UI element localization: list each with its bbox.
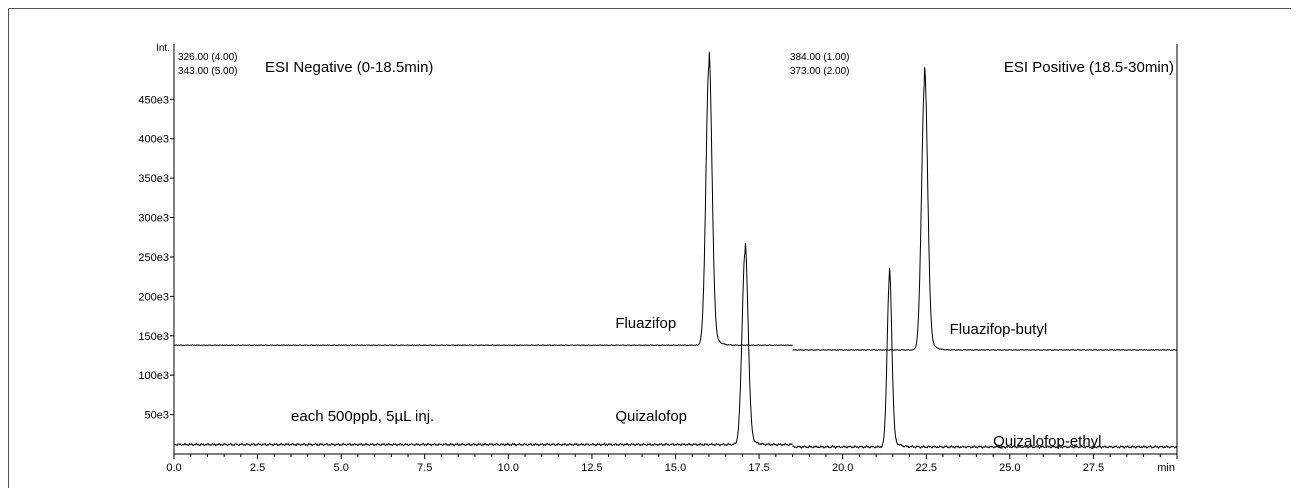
channel-label: 326.00 (4.00) — [178, 52, 238, 63]
x-tick-label: 20.0 — [832, 462, 853, 474]
trace-fluazifop — [173, 51, 793, 347]
y-tick-label: 100e3 — [138, 370, 169, 382]
x-tick-label: 17.5 — [748, 462, 769, 474]
x-tick-label: 7.5 — [417, 462, 432, 474]
segment-title-positive: ESI Positive (18.5-30min) — [1004, 59, 1174, 76]
x-tick-label: 2.5 — [250, 462, 265, 474]
annotation-label: Quizalofop — [615, 408, 687, 425]
x-tick-label: 12.5 — [581, 462, 602, 474]
trace-fluazifop-butyl — [792, 67, 1178, 351]
y-tick-label: 350e3 — [138, 173, 169, 185]
x-tick-label: 0.0 — [166, 462, 181, 474]
trace-quizalofop — [173, 242, 793, 447]
channel-label: 373.00 (2.00) — [790, 66, 850, 77]
channel-label: 343.00 (5.00) — [178, 66, 238, 77]
x-tick-label: 22.5 — [916, 462, 937, 474]
annotation-label: Quizalofop-ethyl — [993, 433, 1101, 450]
x-tick-label: 27.5 — [1083, 462, 1104, 474]
x-axis-unit: min — [1157, 462, 1175, 474]
x-tick-label: 15.0 — [665, 462, 686, 474]
y-tick-label: 300e3 — [138, 213, 169, 225]
x-tick-label: 25.0 — [999, 462, 1020, 474]
x-tick-label: 5.0 — [334, 462, 349, 474]
y-tick-label: 250e3 — [138, 252, 169, 264]
y-axis-title: Int. — [156, 43, 170, 54]
trace-quizalofop-ethyl — [792, 267, 1178, 450]
x-tick-label: 10.0 — [498, 462, 519, 474]
chromatogram-chart: Int. 50e3 100e3 150e3 200e3 250e3 300e3 350e3 40… — [8, 8, 1291, 488]
y-tick-label: 450e3 — [138, 94, 169, 106]
annotation-label: Fluazifop-butyl — [950, 321, 1048, 338]
y-tick-label: 200e3 — [138, 291, 169, 303]
channel-label: 384.00 (1.00) — [790, 52, 850, 63]
chromatogram-frame: Int. 50e3 100e3 150e3 200e3 250e3 300e3 350e3 40… — [8, 8, 1291, 488]
y-tick-label: 400e3 — [138, 134, 169, 146]
y-tick-label: 150e3 — [138, 331, 169, 343]
y-tick-label: 50e3 — [145, 410, 169, 422]
annotation-label: each 500ppb, 5µL inj. — [291, 408, 434, 425]
segment-title-negative: ESI Negative (0-18.5min) — [265, 59, 433, 76]
annotation-label: Fluazifop — [615, 315, 676, 332]
